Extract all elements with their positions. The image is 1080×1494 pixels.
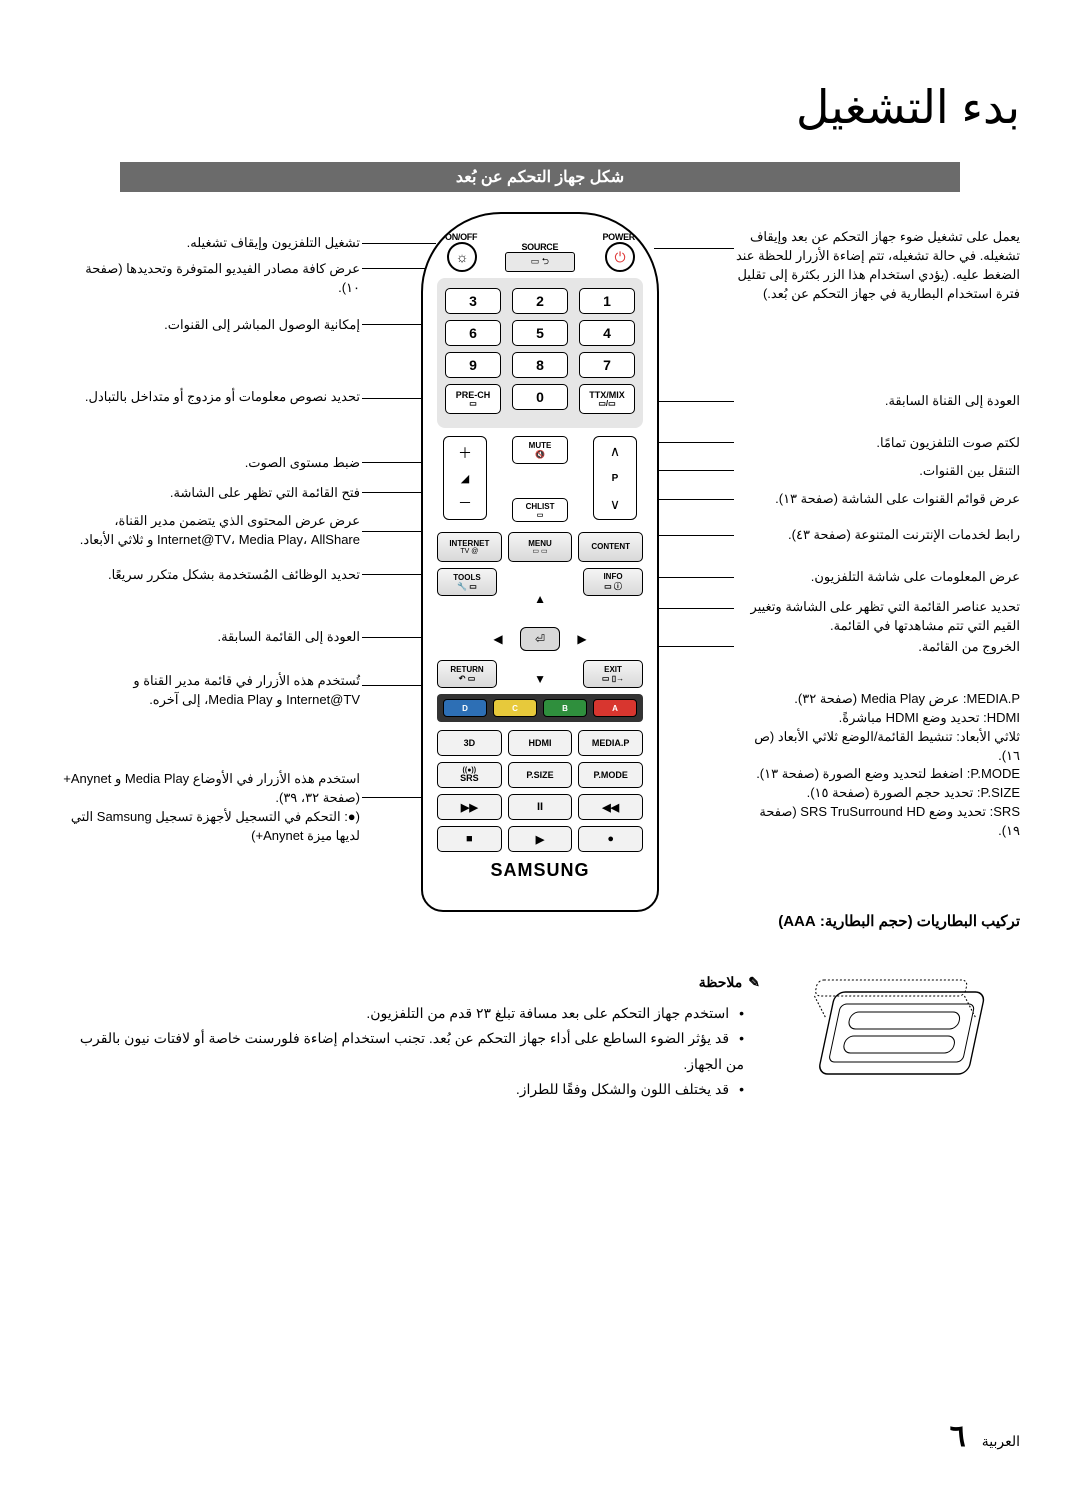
callout-content: عرض عرض المحتوى الذي يتضمن مدير القناة، …	[60, 512, 360, 550]
callout-internet: رابط لخدمات الإنترنت المتنوعة (صفحة ٤٣).	[735, 526, 1020, 545]
num-4[interactable]: 4	[579, 320, 635, 346]
internet-button[interactable]: INTERNET@ TV	[437, 532, 502, 562]
info-button[interactable]: INFOⓘ ▭	[583, 568, 643, 596]
hdmi-button[interactable]: HDMI	[508, 730, 573, 756]
note-item: استخدم جهاز التحكم على بعد مسافة تبلغ ٢٣…	[60, 1001, 744, 1026]
callout-channav: التنقل بين القنوات.	[735, 462, 1020, 481]
pmode-button[interactable]: P.MODE	[578, 762, 643, 788]
color-c[interactable]: C	[493, 699, 537, 717]
callout-play: استخدم هذه الأزرار في الأوضاع Media Play…	[60, 770, 360, 845]
notes-block: ✎ ملاحظة استخدم جهاز التحكم على بعد مساف…	[60, 970, 780, 1102]
power-button[interactable]: ⏻	[605, 242, 635, 272]
callout-ttx: تحديد نصوص معلومات أو مزدوج أو متداخل با…	[60, 388, 360, 407]
ttx-button[interactable]: TTX/MIX▭/▭	[579, 384, 635, 414]
num-3[interactable]: 3	[445, 288, 501, 314]
remote-body: POWER ⏻ SOURCE ⮌ ▭ ON/OFF ☼ 1 2 3	[421, 212, 659, 912]
dpad[interactable]: ▲ ▼ ◀ ▶ ⏎	[486, 612, 594, 666]
number-panel: 1 2 3 4 5 6 7 8 9 TTX/MIX▭/▭	[437, 278, 643, 428]
num-1[interactable]: 1	[579, 288, 635, 314]
note-item: قد يؤثر الضوء الساطع على أداء جهاز التحك…	[60, 1026, 744, 1076]
callout-return: العودة إلى القائمة السابقة.	[60, 628, 360, 647]
tools-button[interactable]: TOOLS▭ 🔧	[437, 568, 497, 596]
3d-button[interactable]: 3D	[437, 730, 502, 756]
pause-button[interactable]: II	[508, 794, 573, 820]
color-a[interactable]: A	[593, 699, 637, 717]
callout-source: عرض كافة مصادر الفيديو المتوفرة وتحديدها…	[60, 260, 360, 298]
label-source: SOURCE	[505, 242, 575, 252]
color-buttons: A B C D	[437, 694, 643, 722]
color-d[interactable]: D	[443, 699, 487, 717]
callout-chlist: عرض قوائم القنوات على الشاشة (صفحة ١٣).	[735, 490, 1020, 509]
mute-button[interactable]: MUTE🔇	[512, 436, 568, 464]
callout-tools: تحديد الوظائف المُستخدمة بشكل متكرر سريع…	[60, 566, 360, 585]
channel-rocker[interactable]: ∧ P ∨	[593, 436, 637, 520]
rew-button[interactable]: ◀◀	[578, 794, 643, 820]
batteries-section: ✎ ملاحظة استخدم جهاز التحكم على بعد مساف…	[60, 970, 1020, 1102]
callout-mute: لكتم صوت التلفزيون تمامًا.	[735, 434, 1020, 453]
psize-button[interactable]: P.SIZE	[508, 762, 573, 788]
callout-numbers: إمكانية الوصول المباشر إلى القنوات.	[60, 316, 360, 335]
source-button[interactable]: ⮌ ▭	[505, 252, 575, 272]
mediap-button[interactable]: MEDIA.P	[578, 730, 643, 756]
callout-menu-enter: تحديد عناصر القائمة التي تظهر على الشاشة…	[735, 598, 1020, 636]
menu-button[interactable]: MENU▭ ▭	[508, 532, 573, 562]
brand-logo: SAMSUNG	[423, 860, 657, 881]
num-6[interactable]: 6	[445, 320, 501, 346]
page-number: ٦	[950, 1419, 966, 1454]
callout-media-block: MEDIA.P: عرض Media Play (صفحة ٣٢). HDMI:…	[735, 690, 1020, 841]
srs-button[interactable]: ((●))SRS	[437, 762, 502, 788]
num-9[interactable]: 9	[445, 352, 501, 378]
vol-panel: ＋ ◢ － MUTE🔇 CHLIST▭ ∧ P ∨	[437, 436, 643, 524]
color-b[interactable]: B	[543, 699, 587, 717]
stop-button[interactable]: ■	[437, 826, 502, 852]
note-heading: ✎ ملاحظة	[699, 970, 760, 995]
callout-info: عرض المعلومات على شاشة التلفزيون.	[735, 568, 1020, 587]
callout-onoff: يعمل على تشغيل ضوء جهاز التحكم عن بعد وإ…	[735, 228, 1020, 303]
ff-button[interactable]: ▶▶	[437, 794, 502, 820]
callout-openmenu: فتح القائمة التي تظهر على الشاشة.	[60, 484, 360, 503]
enter-button[interactable]: ⏎	[520, 627, 560, 651]
num-0[interactable]: 0	[512, 384, 568, 410]
label-power: POWER	[602, 232, 635, 242]
play-button[interactable]: ▶	[508, 826, 573, 852]
num-7[interactable]: 7	[579, 352, 635, 378]
volume-rocker[interactable]: ＋ ◢ －	[443, 436, 487, 520]
footer-lang: العربية	[982, 1433, 1020, 1450]
batteries-heading: تركيب البطاريات (حجم البطارية: AAA)	[60, 912, 1020, 930]
rec-button[interactable]: ●	[578, 826, 643, 852]
callout-exit: الخروج من القائمة.	[735, 638, 1020, 657]
content-button[interactable]: CONTENT	[578, 532, 643, 562]
page-footer: العربية ٦	[950, 1419, 1020, 1454]
num-5[interactable]: 5	[512, 320, 568, 346]
label-onoff: ON/OFF	[445, 232, 477, 242]
backlight-button[interactable]: ☼	[447, 242, 477, 272]
media-grid: MEDIA.P HDMI 3D P.MODE P.SIZE ((●))SRS ◀…	[437, 730, 643, 852]
num-8[interactable]: 8	[512, 352, 568, 378]
note-item: قد يختلف اللون والشكل وفقًا للطراز.	[60, 1077, 744, 1102]
nav-cluster: TOOLS▭ 🔧 INFOⓘ ▭ RETURN▭ ↶ EXIT→▯ ▭ ▲ ▼ …	[437, 568, 643, 688]
callout-prech: العودة إلى القناة السابقة.	[735, 392, 1020, 411]
callout-power: تشغيل التلفزيون وإيقاف تشغيله.	[60, 234, 360, 253]
page-title: بدء التشغيل	[60, 80, 1020, 134]
prech-button[interactable]: PRE-CH▭	[445, 384, 501, 414]
num-2[interactable]: 2	[512, 288, 568, 314]
remote-diagram-row: يعمل على تشغيل ضوء جهاز التحكم عن بعد وإ…	[60, 212, 1020, 912]
callout-vol: ضبط مستوى الصوت.	[60, 454, 360, 473]
section-header: شكل جهاز التحكم عن بُعد	[120, 162, 960, 192]
battery-illustration	[780, 970, 1020, 1100]
callout-color: تُستخدم هذه الأزرار في قائمة مدير القناة…	[60, 672, 360, 710]
chlist-button[interactable]: CHLIST▭	[512, 498, 568, 522]
